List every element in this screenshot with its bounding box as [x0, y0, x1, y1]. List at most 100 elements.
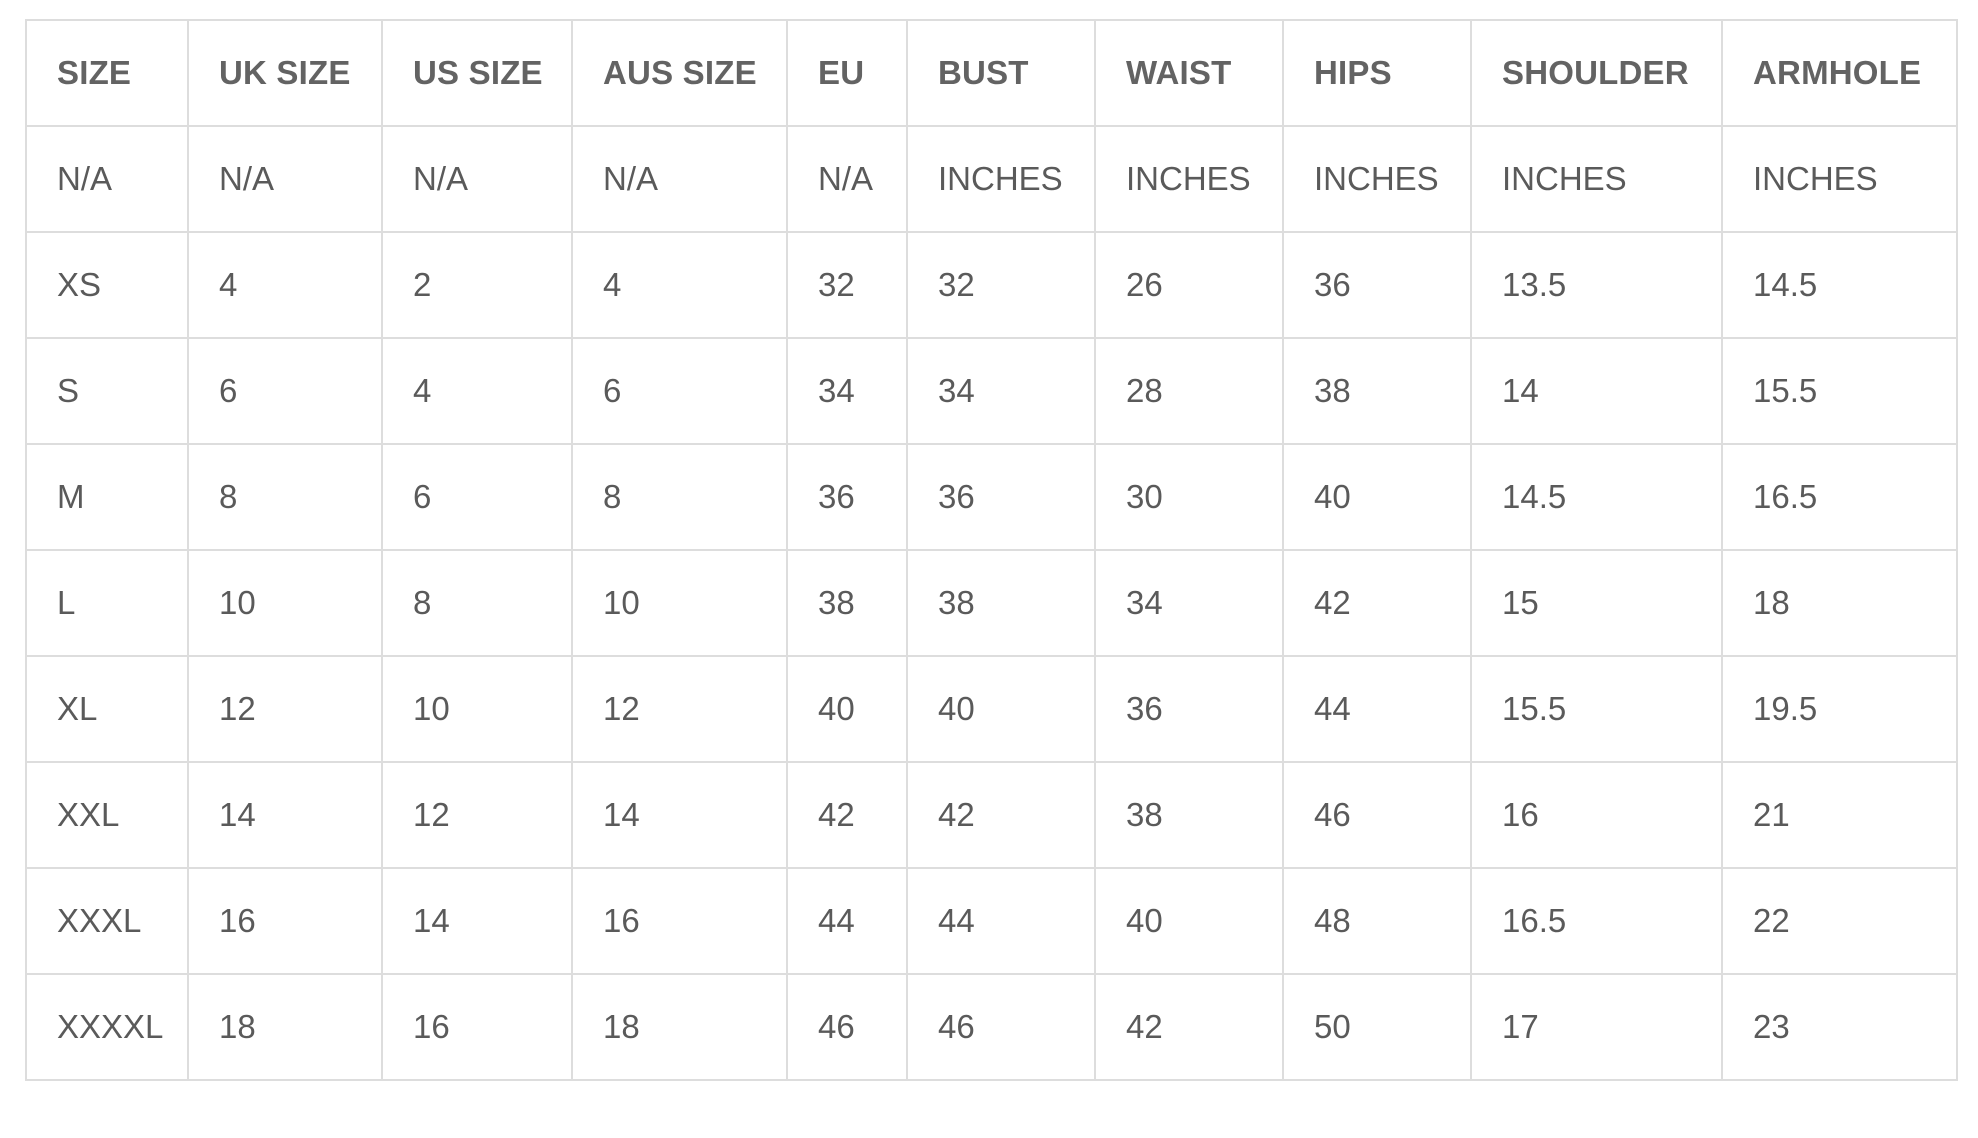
header-hips: HIPS [1282, 19, 1472, 127]
unit-cell: N/A [25, 125, 189, 233]
size-label-cell: XXXL [25, 867, 189, 975]
table-cell: 36 [906, 443, 1096, 551]
table-cell: 13.5 [1470, 231, 1723, 339]
table-row: XS 4 2 4 32 32 26 36 13.5 14.5 [25, 231, 1958, 339]
table-cell: 40 [786, 655, 908, 763]
table-cell: 44 [906, 867, 1096, 975]
header-us-size: US SIZE [381, 19, 573, 127]
table-cell: 15 [1470, 549, 1723, 657]
table-cell: 21 [1721, 761, 1958, 869]
table-cell: 40 [906, 655, 1096, 763]
table-cell: 14 [1470, 337, 1723, 445]
unit-cell: INCHES [906, 125, 1096, 233]
unit-cell: INCHES [1470, 125, 1723, 233]
table-cell: 4 [571, 231, 788, 339]
table-cell: 38 [906, 549, 1096, 657]
table-row: XXXL 16 14 16 44 44 40 48 16.5 22 [25, 867, 1958, 975]
table-cell: 14 [381, 867, 573, 975]
header-waist: WAIST [1094, 19, 1284, 127]
table-cell: 46 [786, 973, 908, 1081]
table-cell: 38 [786, 549, 908, 657]
table-cell: 46 [906, 973, 1096, 1081]
table-row: S 6 4 6 34 34 28 38 14 15.5 [25, 337, 1958, 445]
size-chart-container: SIZE UK SIZE US SIZE AUS SIZE EU BUST WA… [25, 19, 1958, 1081]
header-aus-size: AUS SIZE [571, 19, 788, 127]
table-cell: 8 [571, 443, 788, 551]
table-cell: 12 [187, 655, 383, 763]
table-cell: 16 [1470, 761, 1723, 869]
size-label-cell: XXXXL [25, 973, 189, 1081]
table-cell: 34 [786, 337, 908, 445]
table-cell: 46 [1282, 761, 1472, 869]
table-cell: 50 [1282, 973, 1472, 1081]
table-cell: 42 [1094, 973, 1284, 1081]
table-cell: 16 [571, 867, 788, 975]
size-label-cell: XS [25, 231, 189, 339]
table-cell: 38 [1094, 761, 1284, 869]
size-label-cell: L [25, 549, 189, 657]
table-cell: 14.5 [1721, 231, 1958, 339]
table-cell: 16.5 [1470, 867, 1723, 975]
table-cell: 34 [906, 337, 1096, 445]
table-cell: 36 [1282, 231, 1472, 339]
header-bust: BUST [906, 19, 1096, 127]
table-cell: 16 [187, 867, 383, 975]
table-cell: 28 [1094, 337, 1284, 445]
table-cell: 32 [786, 231, 908, 339]
table-cell: 10 [187, 549, 383, 657]
table-cell: 12 [381, 761, 573, 869]
header-eu: EU [786, 19, 908, 127]
table-cell: 34 [1094, 549, 1284, 657]
table-cell: 23 [1721, 973, 1958, 1081]
table-cell: 16.5 [1721, 443, 1958, 551]
size-label-cell: S [25, 337, 189, 445]
table-row: XL 12 10 12 40 40 36 44 15.5 19.5 [25, 655, 1958, 763]
table-cell: 6 [187, 337, 383, 445]
table-cell: 38 [1282, 337, 1472, 445]
table-cell: 18 [1721, 549, 1958, 657]
table-cell: 44 [786, 867, 908, 975]
unit-cell: INCHES [1721, 125, 1958, 233]
size-label-cell: XL [25, 655, 189, 763]
size-label-cell: M [25, 443, 189, 551]
table-cell: 10 [571, 549, 788, 657]
table-cell: 15.5 [1470, 655, 1723, 763]
header-row: SIZE UK SIZE US SIZE AUS SIZE EU BUST WA… [25, 19, 1958, 127]
table-cell: 18 [571, 973, 788, 1081]
table-cell: 14 [187, 761, 383, 869]
size-chart-body: N/A N/A N/A N/A N/A INCHES INCHES INCHES… [25, 125, 1958, 1081]
unit-cell: INCHES [1094, 125, 1284, 233]
table-cell: 36 [1094, 655, 1284, 763]
table-cell: 10 [381, 655, 573, 763]
unit-cell: N/A [786, 125, 908, 233]
table-cell: 8 [381, 549, 573, 657]
table-cell: 4 [187, 231, 383, 339]
table-cell: 12 [571, 655, 788, 763]
table-row: M 8 6 8 36 36 30 40 14.5 16.5 [25, 443, 1958, 551]
table-cell: 42 [906, 761, 1096, 869]
size-label-cell: XXL [25, 761, 189, 869]
table-cell: 48 [1282, 867, 1472, 975]
table-row: XXXXL 18 16 18 46 46 42 50 17 23 [25, 973, 1958, 1081]
table-cell: 42 [1282, 549, 1472, 657]
table-cell: 17 [1470, 973, 1723, 1081]
table-cell: 14 [571, 761, 788, 869]
units-row: N/A N/A N/A N/A N/A INCHES INCHES INCHES… [25, 125, 1958, 233]
header-armhole: ARMHOLE [1721, 19, 1958, 127]
table-cell: 2 [381, 231, 573, 339]
table-cell: 42 [786, 761, 908, 869]
table-cell: 22 [1721, 867, 1958, 975]
table-cell: 32 [906, 231, 1096, 339]
unit-cell: N/A [187, 125, 383, 233]
size-chart-table: SIZE UK SIZE US SIZE AUS SIZE EU BUST WA… [25, 19, 1958, 1081]
table-cell: 40 [1094, 867, 1284, 975]
unit-cell: N/A [381, 125, 573, 233]
table-row: L 10 8 10 38 38 34 42 15 18 [25, 549, 1958, 657]
table-cell: 8 [187, 443, 383, 551]
table-cell: 40 [1282, 443, 1472, 551]
header-shoulder: SHOULDER [1470, 19, 1723, 127]
header-uk-size: UK SIZE [187, 19, 383, 127]
table-cell: 4 [381, 337, 573, 445]
table-cell: 6 [381, 443, 573, 551]
table-cell: 15.5 [1721, 337, 1958, 445]
